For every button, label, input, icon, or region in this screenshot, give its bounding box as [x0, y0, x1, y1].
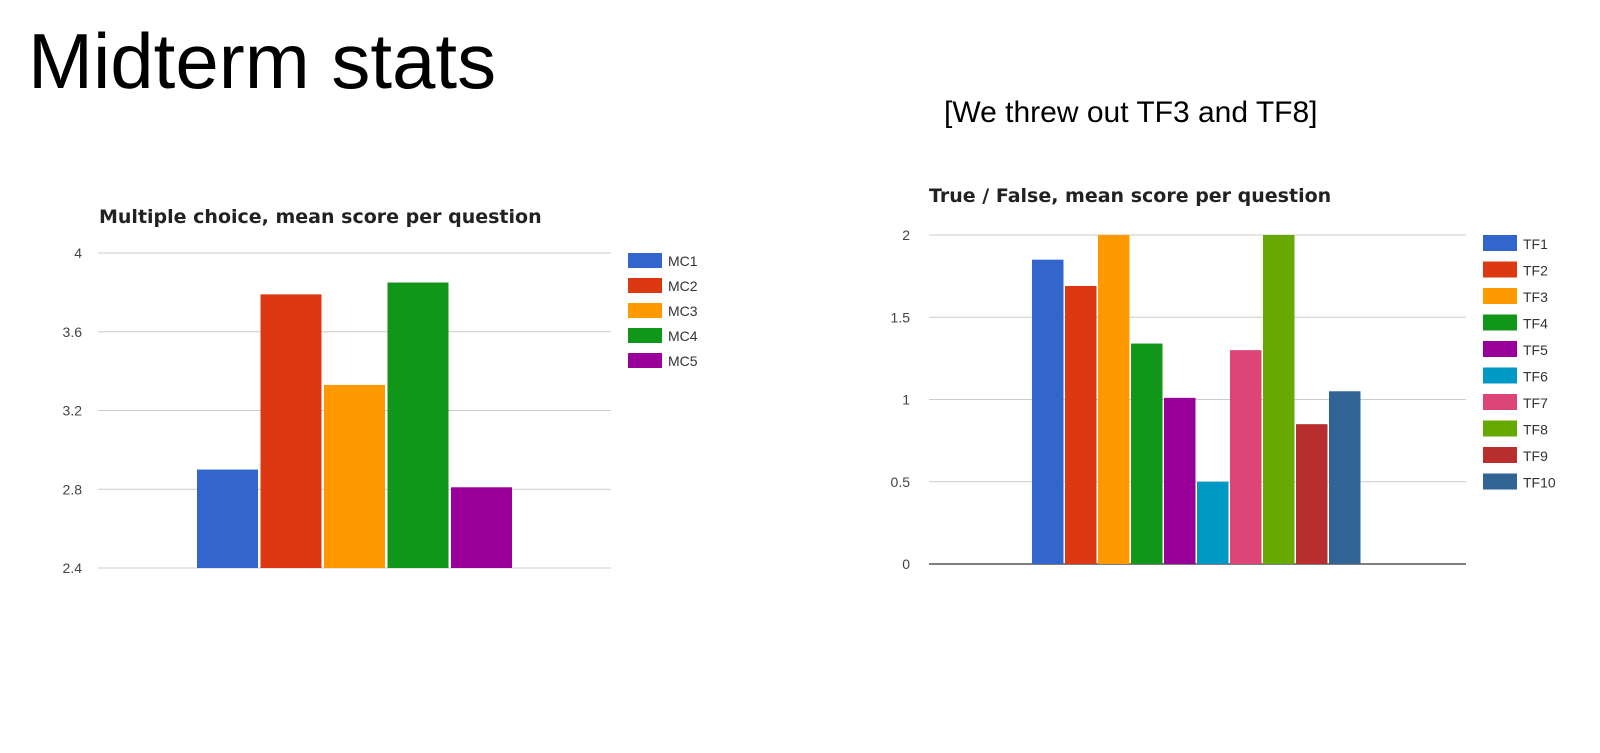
tf-legend-label-tf4: TF4	[1523, 316, 1548, 332]
tf-legend-swatch-tf4	[1483, 314, 1517, 331]
mc-y-tick-label: 3.2	[63, 403, 83, 419]
mc-legend-label-mc2: MC2	[668, 278, 698, 294]
tf-bar-tf9	[1296, 424, 1328, 564]
mc-bar-mc2	[260, 294, 322, 568]
mc-legend-swatch-mc1	[628, 253, 662, 268]
mc-legend-swatch-mc5	[628, 353, 662, 368]
mc-chart-title: Multiple choice, mean score per question	[99, 206, 542, 228]
mc-legend-label-mc4: MC4	[668, 328, 698, 344]
mc-y-tick-label: 3.6	[63, 324, 83, 340]
tf-y-tick-label: 1.5	[891, 309, 911, 325]
tf-bar-tf4	[1131, 343, 1163, 564]
tf-legend-swatch-tf2	[1483, 261, 1517, 278]
tf-legend-swatch-tf7	[1483, 394, 1517, 410]
tf-bar-tf1	[1032, 259, 1064, 564]
tf-legend-label-tf1: TF1	[1523, 236, 1548, 252]
tf-legend-label-tf3: TF3	[1523, 289, 1548, 305]
mc-legend-swatch-mc2	[628, 278, 662, 293]
tf-legend-label-tf8: TF8	[1523, 422, 1548, 438]
tf-legend-swatch-tf5	[1483, 341, 1517, 357]
tf-legend-swatch-tf8	[1483, 420, 1517, 437]
mc-bar-mc4	[387, 282, 449, 568]
tf-y-tick-label: 0	[902, 556, 910, 572]
tf-bar-tf6	[1197, 481, 1229, 564]
tf-legend-swatch-tf10	[1483, 473, 1517, 490]
tf-bar-tf3	[1098, 235, 1130, 564]
mc-bar-mc3	[324, 384, 385, 568]
tf-legend-swatch-tf3	[1483, 288, 1517, 304]
mc-bar-mc5	[451, 487, 512, 568]
mc-y-tick-label: 2.8	[63, 481, 83, 497]
tf-chart-title: True / False, mean score per question	[929, 185, 1331, 207]
mc-legend-swatch-mc4	[628, 328, 662, 343]
mc-y-tick-label: 4	[74, 245, 82, 261]
tf-legend-swatch-tf6	[1483, 367, 1517, 384]
tf-legend-label-tf2: TF2	[1523, 263, 1548, 279]
tf-y-tick-label: 0.5	[891, 474, 911, 490]
tf-legend-swatch-tf1	[1483, 235, 1517, 251]
mc-legend-swatch-mc3	[628, 303, 662, 318]
mc-legend-label-mc5: MC5	[668, 353, 698, 369]
tf-bar-tf5	[1164, 397, 1196, 564]
tf-bar-tf7	[1230, 350, 1262, 564]
tf-y-tick-label: 1	[902, 392, 910, 408]
tf-legend-label-tf7: TF7	[1523, 395, 1548, 411]
mc-y-tick-label: 2.4	[63, 560, 83, 576]
tf-legend-swatch-tf9	[1483, 447, 1517, 463]
mc-bar-mc1	[197, 469, 258, 568]
tf-bar-tf2	[1065, 285, 1097, 564]
tf-bar-tf10	[1329, 391, 1361, 564]
slide-note: [We threw out TF3 and TF8]	[944, 96, 1318, 129]
tf-bar-tf8	[1263, 235, 1295, 564]
tf-legend-label-tf9: TF9	[1523, 448, 1548, 464]
mc-legend-label-mc3: MC3	[668, 303, 698, 319]
tf-legend-label-tf5: TF5	[1523, 342, 1548, 358]
tf-legend-label-tf10: TF10	[1523, 475, 1556, 491]
tf-y-tick-label: 2	[902, 227, 910, 243]
tf-legend-label-tf6: TF6	[1523, 369, 1548, 385]
mc-legend-label-mc1: MC1	[668, 253, 698, 269]
slide-title: Midterm stats	[28, 17, 497, 105]
